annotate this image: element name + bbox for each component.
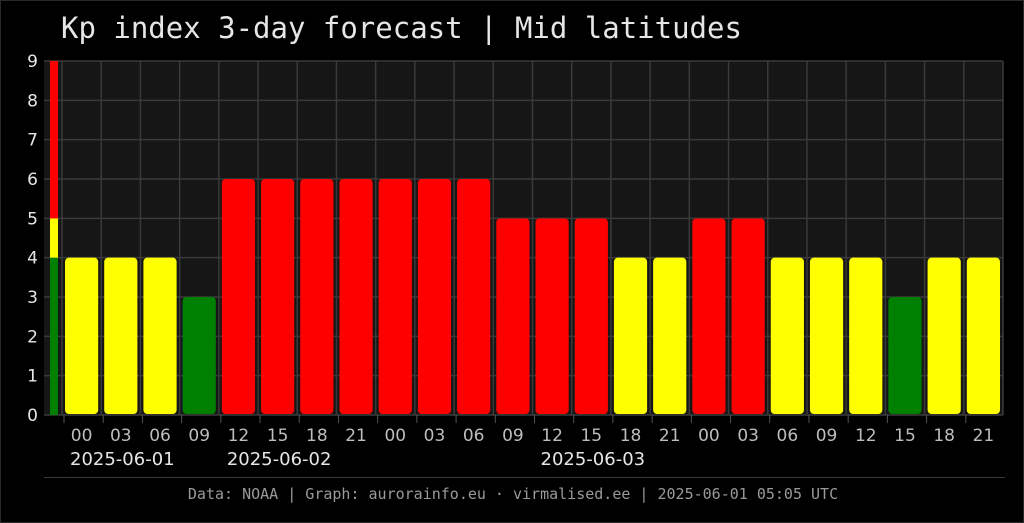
y-tick-label: 7: [27, 131, 38, 151]
y-tick-label: 4: [27, 249, 38, 269]
x-tick-label: 18: [933, 426, 955, 446]
chart-title: Kp index 3-day forecast | Mid latitudes: [61, 11, 742, 45]
x-tick-label: 21: [345, 426, 367, 446]
x-tick-label: 09: [188, 426, 210, 446]
x-tick-label: 00: [698, 426, 720, 446]
x-tick-label: 15: [267, 426, 289, 446]
x-tick-label: 15: [580, 426, 602, 446]
x-tick-label: 03: [424, 426, 446, 446]
y-tick-label: 0: [27, 406, 38, 426]
y-tick-label: 1: [27, 367, 38, 387]
y-tick-label: 3: [27, 288, 38, 308]
kp-bar: [731, 218, 765, 414]
kp-bar: [966, 257, 1000, 414]
kp-bar: [182, 297, 216, 414]
kp-bar: [613, 257, 648, 414]
kp-bar: [653, 257, 687, 414]
kp-bar: [770, 257, 804, 414]
x-tick-label: 00: [71, 426, 93, 446]
kp-bar: [496, 218, 530, 414]
kp-bar: [417, 179, 452, 414]
kp-bar: [65, 257, 99, 414]
x-tick-label: 15: [894, 426, 916, 446]
kp-bar: [574, 218, 608, 414]
x-tick-label: 18: [620, 426, 642, 446]
kp-bar: [339, 179, 373, 414]
x-tick-label: 00: [384, 426, 406, 446]
kp-bar: [849, 257, 883, 414]
kp-bar: [143, 257, 177, 414]
y-tick-label: 5: [27, 209, 38, 229]
footer-divider: [44, 477, 1005, 478]
x-tick-label: 06: [777, 426, 799, 446]
x-tick-label: 09: [502, 426, 524, 446]
day-label: 2025-06-03: [541, 449, 646, 470]
x-tick-label: 21: [659, 426, 681, 446]
x-tick-label: 09: [816, 426, 838, 446]
x-tick-label: 12: [855, 426, 877, 446]
x-tick-label: 06: [463, 426, 485, 446]
y-tick-label: 9: [27, 52, 38, 72]
day-label: 2025-06-02: [227, 449, 332, 470]
x-tick-label: 12: [541, 426, 563, 446]
kp-scale-green: [50, 257, 58, 415]
y-tick-label: 6: [27, 170, 38, 190]
kp-bar: [535, 218, 569, 414]
kp-bar: [261, 179, 295, 414]
day-label: 2025-06-01: [70, 449, 175, 470]
kp-scale-red: [50, 61, 58, 219]
kp-bar: [104, 257, 138, 414]
x-tick-label: 12: [228, 426, 250, 446]
kp-bar: [927, 257, 961, 414]
kp-bar: [457, 179, 491, 414]
kp-bar: [378, 179, 412, 414]
x-tick-label: 21: [973, 426, 995, 446]
x-tick-label: 03: [737, 426, 759, 446]
kp-scale-yellow: [50, 218, 58, 258]
y-tick-label: 8: [27, 91, 38, 111]
kp-bar: [888, 297, 922, 414]
x-tick-label: 18: [306, 426, 328, 446]
kp-bar: [300, 179, 334, 414]
footer-credits: Data: NOAA | Graph: aurorainfo.eu · virm…: [187, 485, 839, 503]
kp-bar: [221, 179, 256, 414]
x-tick-label: 03: [110, 426, 132, 446]
y-tick-label: 2: [27, 327, 38, 347]
x-tick-label: 06: [149, 426, 171, 446]
kp-bar: [692, 218, 726, 414]
kp-bar: [809, 257, 844, 414]
